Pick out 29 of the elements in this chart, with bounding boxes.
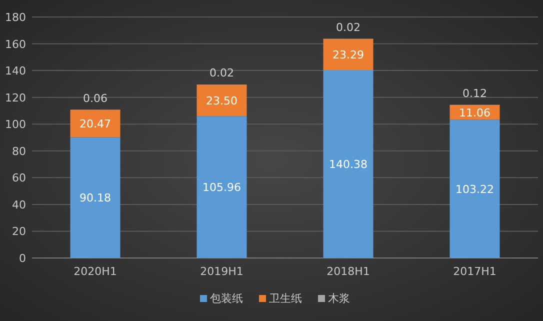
y-tick-label: 40 xyxy=(12,198,26,212)
text: 23.29 xyxy=(332,48,364,62)
text: 0.12 xyxy=(462,86,487,100)
text: 140.38 xyxy=(329,158,368,172)
x-tick-label: 2018H1 xyxy=(326,265,370,278)
text: 0.02 xyxy=(210,66,234,80)
y-tick-label: 0 xyxy=(19,252,26,265)
y-tick-label: 180 xyxy=(5,11,26,24)
y-tick-label: 160 xyxy=(5,38,26,51)
y-tick-label: 80 xyxy=(12,144,26,158)
y-tick-label: 100 xyxy=(5,118,26,132)
text: 20.47 xyxy=(80,118,111,131)
text: 90.18 xyxy=(80,192,111,205)
x-tick-label: 2020H1 xyxy=(74,265,117,278)
legend-label: 包装纸 xyxy=(210,292,243,305)
text: 105.96 xyxy=(202,181,241,194)
x-tick-label: 2017H1 xyxy=(453,265,496,278)
text: 103.22 xyxy=(456,182,494,196)
text: 0.06 xyxy=(83,92,108,105)
text: 11.06 xyxy=(459,106,490,120)
legend-label: 卫生纸 xyxy=(269,292,302,305)
y-tick-label: 140 xyxy=(5,64,26,78)
x-tick-label: 2019H1 xyxy=(200,265,244,278)
y-tick-label: 20 xyxy=(12,225,26,238)
y-tick-label: 120 xyxy=(5,91,26,104)
legend-label: 木浆 xyxy=(328,292,350,305)
y-tick-label: 60 xyxy=(12,172,26,185)
text: 23.50 xyxy=(206,94,238,108)
text: 0.02 xyxy=(336,20,360,34)
